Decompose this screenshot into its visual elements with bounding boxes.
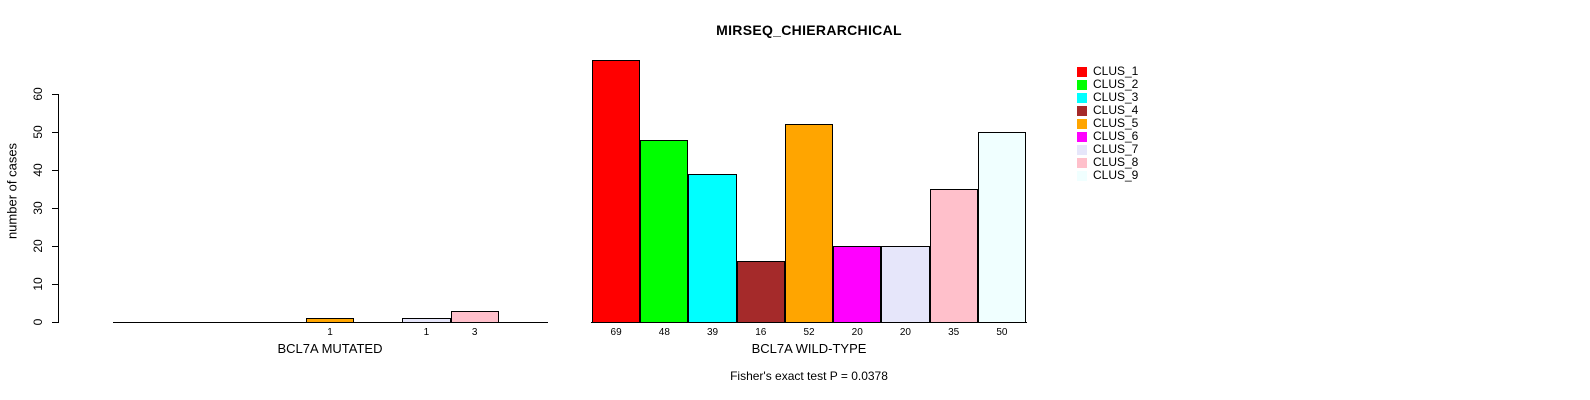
x-axis-label-mutated: BCL7A MUTATED [277,341,383,356]
legend-swatch-clus_4 [1077,105,1087,116]
bar-value-wildtype-clus_1: 69 [610,327,622,338]
legend-swatch-clus_1 [1077,66,1087,77]
bar-value-wildtype-clus_8: 35 [948,327,960,338]
y-tick-30 [52,208,58,209]
legend-label-clus_1: CLUS_1 [1093,64,1139,78]
y-axis-line [58,94,59,323]
bar-wildtype-clus_5 [784,124,834,323]
legend-item-clus_6: CLUS_6 [1077,130,1138,143]
legend-swatch-clus_5 [1077,118,1087,129]
bar-wildtype-clus_8 [929,189,978,323]
legend-item-clus_3: CLUS_3 [1077,91,1138,104]
bar-wildtype-clus_2 [640,139,689,323]
bar-wildtype-clus_9 [977,132,1026,323]
legend-label-clus_6: CLUS_6 [1093,129,1139,143]
legend-swatch-clus_7 [1077,144,1087,155]
y-tick-label-30: 30 [31,201,45,215]
legend-item-clus_9: CLUS_9 [1077,169,1138,182]
chart-title: MIRSEQ_CHIERARCHICAL [716,22,902,38]
y-axis-label: number of cases [4,142,20,240]
bar-value-wildtype-clus_3: 39 [706,327,719,338]
bar-value-mutated-clus_5: 1 [327,327,333,338]
legend: CLUS_1 CLUS_2 CLUS_3 CLUS_4 CLUS_5 CLUS_6 CLUS… [1077,65,1138,182]
bar-value-wildtype-clus_4: 16 [755,327,767,338]
y-tick-50 [52,132,58,133]
legend-item-clus_5: CLUS_5 [1077,117,1138,130]
legend-label-clus_9: CLUS_9 [1093,168,1139,182]
y-tick-60 [52,94,58,95]
bar-mutated-clus_7 [402,318,451,323]
bar-wildtype-clus_6 [833,246,882,323]
legend-label-clus_7: CLUS_7 [1093,142,1139,156]
legend-item-clus_2: CLUS_2 [1077,78,1138,91]
bar-value-wildtype-clus_5: 52 [803,327,815,338]
legend-label-clus_8: CLUS_8 [1093,155,1139,169]
y-tick-label-10: 10 [31,277,45,291]
fisher-test-annotation: Fisher's exact test P = 0.0378 [730,369,888,383]
legend-label-clus_2: CLUS_2 [1093,77,1139,91]
legend-label-clus_3: CLUS_3 [1093,90,1139,104]
y-tick-10 [52,284,58,285]
legend-label-clus_5: CLUS_5 [1093,116,1139,130]
y-tick-label-0: 0 [31,318,45,326]
bar-wildtype-clus_7 [881,246,930,323]
legend-item-clus_8: CLUS_8 [1077,156,1138,169]
y-tick-0 [52,322,58,323]
bar-wildtype-clus_1 [592,59,641,323]
x-axis-label-wildtype: BCL7A WILD-TYPE [751,341,867,356]
bar-wildtype-clus_3 [688,173,737,323]
legend-swatch-clus_3 [1077,92,1087,103]
legend-swatch-clus_8 [1077,157,1087,168]
bar-value-mutated-clus_8: 3 [471,327,478,338]
bar-mutated-clus_8 [450,310,499,323]
bar-value-wildtype-clus_7: 20 [899,327,911,338]
bar-value-mutated-clus_7: 1 [423,327,430,338]
legend-item-clus_1: CLUS_1 [1077,65,1138,78]
bar-value-wildtype-clus_2: 48 [658,327,670,338]
legend-swatch-clus_9 [1077,170,1087,181]
bar-value-wildtype-clus_9: 50 [996,327,1008,338]
legend-item-clus_7: CLUS_7 [1077,143,1138,156]
legend-label-clus_4: CLUS_4 [1093,103,1139,117]
y-tick-label-40: 40 [31,163,45,177]
y-tick-label-20: 20 [31,239,45,253]
legend-item-clus_4: CLUS_4 [1077,104,1138,117]
bar-value-wildtype-clus_6: 20 [851,327,863,338]
y-tick-label-50: 50 [31,125,45,139]
bar-mutated-clus_5 [305,318,355,323]
y-tick-label-60: 60 [31,87,45,101]
y-tick-20 [52,246,58,247]
y-tick-40 [52,170,58,171]
legend-swatch-clus_6 [1077,131,1087,142]
bar-wildtype-clus_4 [736,261,785,323]
legend-swatch-clus_2 [1077,79,1087,90]
